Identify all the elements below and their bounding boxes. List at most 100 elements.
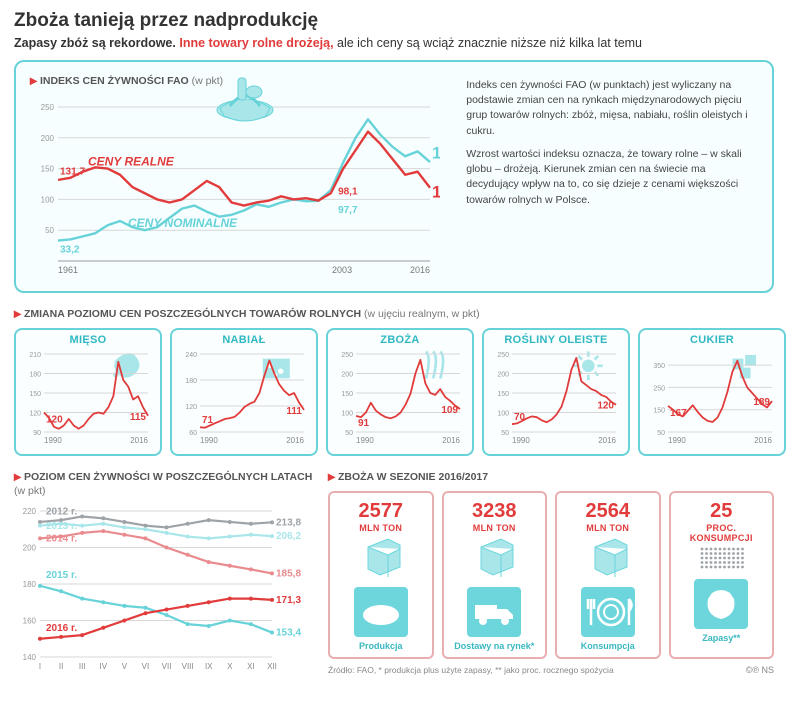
- bottom-row: ▸ Poziom cen żywności w poszczególnych l…: [14, 468, 774, 677]
- small-chart-title: Zboża: [334, 334, 466, 346]
- cube-icon: [471, 533, 517, 579]
- svg-text:150: 150: [41, 165, 55, 174]
- svg-text:97,7: 97,7: [338, 205, 358, 216]
- svg-text:350: 350: [653, 363, 665, 370]
- svg-text:II: II: [59, 662, 63, 671]
- svg-text:109: 109: [441, 405, 458, 416]
- footnote: Źródło: FAO, * produkcja plus użyte zapa…: [328, 665, 774, 675]
- bread-icon: [354, 587, 408, 637]
- sugar-icon: [733, 355, 756, 378]
- svg-text:150: 150: [341, 391, 353, 398]
- grain-unit: MLN TON: [359, 523, 402, 533]
- svg-text:2013 r.: 2013 r.: [46, 521, 77, 532]
- basket-icon: [210, 68, 280, 122]
- grain-unit: PROC. KONSUMPCJI: [677, 523, 767, 543]
- svg-text:50: 50: [345, 430, 353, 437]
- svg-text:70: 70: [514, 412, 526, 423]
- grain-unit: MLN TON: [473, 523, 516, 533]
- poziom-chart-svg: 140160180200220IIIIIIIVVVIVIIVIIIIXXXIXI…: [14, 497, 314, 677]
- grain-caption: Produkcja: [359, 641, 403, 651]
- svg-text:2016: 2016: [754, 436, 772, 445]
- small-chart-svg: 601201802407111119902016: [178, 346, 310, 448]
- small-chart-svg: 501001502002507012019902016: [490, 346, 622, 448]
- svg-text:180: 180: [29, 372, 41, 379]
- zmiana-label: ▸ Zmiana poziomu cen poszczególnych towa…: [14, 305, 774, 322]
- sack-icon: [694, 579, 748, 629]
- small-chart-title: Mięso: [22, 334, 154, 346]
- svg-text:213,8: 213,8: [276, 517, 301, 528]
- svg-text:1990: 1990: [44, 436, 62, 445]
- svg-text:150: 150: [29, 391, 41, 398]
- grain-value: 25: [710, 501, 732, 521]
- svg-text:XI: XI: [247, 662, 255, 671]
- svg-text:IV: IV: [99, 662, 107, 671]
- grain-label: ▸ Zboża w sezonie 2016/2017: [328, 468, 774, 485]
- svg-text:120: 120: [185, 404, 197, 411]
- svg-text:180: 180: [185, 378, 197, 385]
- small-chart-svg: 501001502002509110919902016: [334, 346, 466, 448]
- grain-value: 3238: [472, 501, 517, 521]
- credit: ©℗ NS: [746, 665, 774, 675]
- fao-p2: Wzrost wartości indeksu oznacza, że towa…: [466, 147, 758, 208]
- svg-text:VIII: VIII: [182, 662, 194, 671]
- svg-text:250: 250: [41, 103, 55, 112]
- svg-text:2012 r.: 2012 r.: [46, 506, 77, 517]
- svg-text:CENY REALNE: CENY REALNE: [88, 155, 175, 169]
- poziom-label: ▸ Poziom cen żywności w poszczególnych l…: [14, 468, 314, 497]
- small-chart-svg: 5015025035016718919902016: [646, 346, 778, 448]
- subtitle-pre: Zapasy zbóż są rekordowe.: [14, 36, 179, 50]
- svg-text:CENY NOMINALNE: CENY NOMINALNE: [128, 216, 238, 230]
- svg-text:200: 200: [497, 372, 509, 379]
- grain-card-produkcja: 2577MLN TONProdukcja: [328, 491, 434, 659]
- wheat-icon: [426, 351, 443, 378]
- grain-caption: Zapasy**: [702, 633, 740, 643]
- svg-text:150: 150: [653, 408, 665, 415]
- svg-text:50: 50: [501, 430, 509, 437]
- svg-text:250: 250: [341, 352, 353, 359]
- cube-icon: [585, 533, 631, 579]
- subtitle-post: ale ich ceny są wciąż znacznie niższe ni…: [334, 36, 642, 50]
- svg-text:171,3: 171,3: [276, 595, 301, 606]
- svg-text:90: 90: [33, 430, 41, 437]
- svg-text:V: V: [122, 662, 128, 671]
- grain-caption: Konsumpcja: [581, 641, 635, 651]
- grain-card-dostawynarynek: 3238 MLN TON Dostawy na rynek*: [442, 491, 548, 659]
- svg-text:120: 120: [46, 415, 63, 426]
- svg-text:180: 180: [23, 580, 37, 589]
- svg-text:160: 160: [23, 617, 37, 626]
- small-chart-cukier: Cukier5015025035016718919902016: [638, 328, 786, 456]
- small-chart-svg: 9012015018021012011519902016: [22, 346, 154, 448]
- small-chart-mięso: Mięso9012015018021012011519902016: [14, 328, 162, 456]
- svg-text:50: 50: [657, 430, 665, 437]
- small-charts-row: Mięso9012015018021012011519902016Nabiał6…: [14, 328, 774, 456]
- svg-text:60: 60: [189, 430, 197, 437]
- svg-text:98,1: 98,1: [338, 187, 358, 198]
- svg-text:91: 91: [358, 418, 370, 429]
- svg-text:185,8: 185,8: [276, 568, 301, 579]
- svg-text:VII: VII: [162, 662, 172, 671]
- svg-text:100: 100: [41, 195, 55, 204]
- svg-text:VI: VI: [142, 662, 150, 671]
- subtitle-highlight: Inne towary rolne drożeją,: [179, 36, 333, 50]
- grain-cards-row: 2577MLN TONProdukcja3238MLN TONDostawy n…: [328, 491, 774, 659]
- svg-text:206,2: 206,2: [276, 531, 301, 542]
- grain-unit: MLN TON: [586, 523, 629, 533]
- cube-icon: [358, 533, 404, 579]
- poziom-panel: ▸ Poziom cen żywności w poszczególnych l…: [14, 468, 314, 677]
- fao-side-text: Indeks cen żywności FAO (w punktach) jes…: [452, 72, 758, 279]
- svg-text:2016: 2016: [598, 436, 616, 445]
- svg-text:153,4: 153,4: [276, 628, 301, 639]
- plate-icon: [581, 587, 635, 637]
- small-chart-nabiał: Nabiał601201802407111119902016: [170, 328, 318, 456]
- infographic-root: Zboża tanieją przez nadprodukcję Zapasy …: [0, 0, 788, 687]
- svg-text:240: 240: [185, 352, 197, 359]
- svg-text:2016: 2016: [442, 436, 460, 445]
- svg-text:50: 50: [45, 226, 54, 235]
- svg-text:III: III: [79, 662, 86, 671]
- grain-caption: Dostawy na rynek*: [454, 641, 534, 651]
- svg-text:2016: 2016: [286, 436, 304, 445]
- small-chart-title: Rośliny oleiste: [490, 334, 622, 346]
- svg-text:1990: 1990: [356, 436, 374, 445]
- small-chart-title: Cukier: [646, 334, 778, 346]
- svg-text:1990: 1990: [668, 436, 686, 445]
